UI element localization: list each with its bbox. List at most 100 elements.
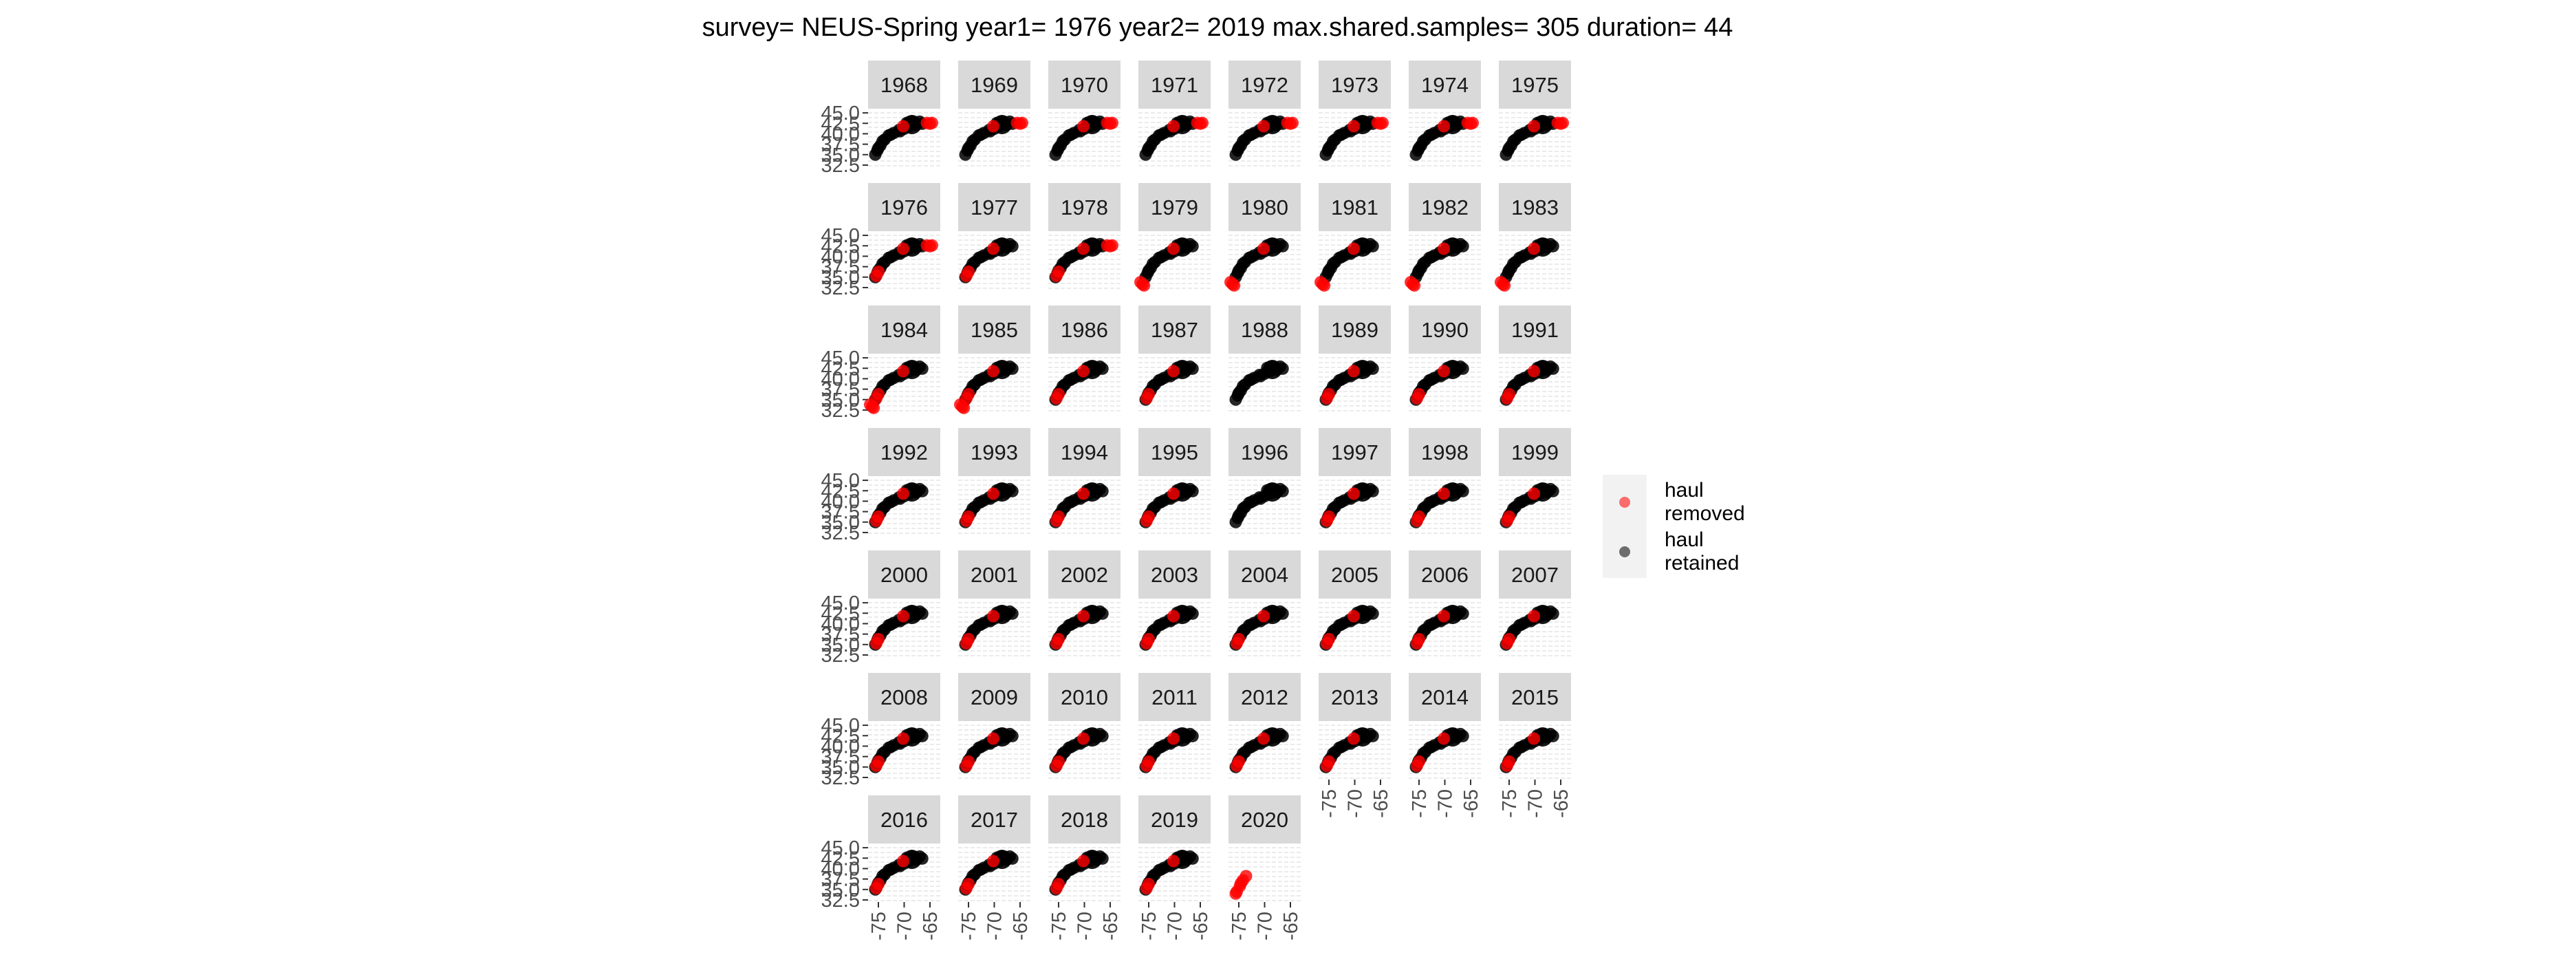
point-retained [1233,387,1245,400]
facet-panel: 1990 [1409,305,1481,412]
point-removed [1347,487,1360,500]
point-retained [1335,373,1347,386]
legend-key-background [1603,475,1647,578]
point-removed [1438,120,1450,133]
point-removed [962,877,975,890]
point-removed [897,487,909,500]
y-tick-label: 42.5 [821,113,860,135]
point-retained [1425,495,1438,508]
facet-strip [1048,428,1121,476]
point-retained [872,142,885,155]
facet-label: 2008 [880,685,928,709]
y-tick-label: 37.5 [821,624,860,646]
facet-panel: 1976 32.535.037.540.042.545.0 [821,183,940,299]
y-tick-label: 45.0 [821,592,860,614]
facet-label: 1985 [971,318,1018,342]
facet-label: 1971 [1151,73,1198,97]
facet-label: 2002 [1061,563,1108,587]
point-removed [962,755,975,768]
facet-label: 1987 [1151,318,1198,342]
point-retained [975,740,987,753]
facet-label: 1972 [1241,73,1288,97]
point-retained [1245,495,1257,508]
point-removed [872,877,885,890]
point-removed [1052,510,1065,523]
facet-strip [958,61,1030,109]
point-retained [1065,373,1077,386]
facet-strip [958,428,1030,476]
x-tick-label: -75 [1048,912,1070,941]
facet-label: 1991 [1511,318,1559,342]
facet-strip [958,673,1030,721]
x-tick-label: -70 [1255,912,1277,941]
point-retained [1233,142,1245,155]
point-retained [1503,264,1515,277]
point-retained [1515,618,1528,631]
x-tick-label: -65 [1190,912,1212,941]
point-removed [1143,387,1155,400]
facet-panel: 1977 [958,183,1030,290]
point-removed [1138,279,1151,292]
point-retained [1143,142,1155,155]
facet-panel: 1981 [1314,183,1391,292]
point-removed [1257,610,1270,623]
point-removed [1167,610,1180,623]
facet-panel: 1988 [1229,305,1301,412]
legend-label: haul removed [1665,479,1745,525]
point-retained [1503,142,1515,155]
point-removed [897,732,909,745]
point-removed [1503,755,1515,768]
point-removed [987,487,999,500]
point-retained [1155,863,1167,876]
facet-panel: 1998 [1409,428,1481,535]
x-tick-label: -75 [958,912,980,941]
point-retained [1335,618,1347,631]
facet-strip [1499,428,1571,476]
facet-panel: 1992 32.535.037.540.042.545.0 [821,428,940,544]
point-removed [1408,279,1421,292]
facet-strip [1138,550,1211,599]
point-removed [897,365,909,378]
y-tick-label: 40.0 [821,368,860,390]
point-removed [1438,365,1450,378]
point-retained [1155,250,1167,264]
facet-label: 2001 [971,563,1018,587]
y-tick-label: 32.5 [821,155,860,177]
facet-label: 2013 [1331,685,1378,709]
x-tick-label: -70 [984,912,1006,941]
point-retained [1155,618,1167,631]
facet-strip [1138,305,1211,354]
point-removed [1233,632,1245,645]
point-removed [1528,732,1540,745]
point-removed [987,855,999,868]
point-removed [926,116,938,129]
facet-label: 2006 [1421,563,1469,587]
facet-strip [1229,550,1301,599]
point-removed [1413,755,1425,768]
facet-label: 1981 [1331,195,1378,219]
point-removed [987,242,999,255]
point-removed [1318,279,1331,292]
facet-strip [1319,550,1391,599]
point-removed [1052,755,1065,768]
point-retained [1245,373,1257,386]
facet-strip [1319,428,1391,476]
y-tick-label: 42.5 [821,725,860,747]
point-removed [1413,632,1425,645]
y-tick-label: 40.0 [821,491,860,513]
point-retained [975,863,987,876]
x-tick-label: -65 [1280,912,1302,941]
facet-strip [1319,305,1391,354]
y-tick-label: 40.0 [821,123,860,145]
point-removed [1016,116,1028,129]
facet-panel: 2015 -75 -70 -65 [1499,673,1572,818]
point-removed [897,242,909,255]
y-tick-label: 32.5 [821,767,860,789]
point-removed [1167,365,1180,378]
facet-strip [1229,673,1301,721]
point-retained [1262,360,1282,380]
facet-panel: 2017 -75 -70 -65 [958,795,1032,941]
point-removed [1077,855,1090,868]
point-removed [897,120,909,133]
